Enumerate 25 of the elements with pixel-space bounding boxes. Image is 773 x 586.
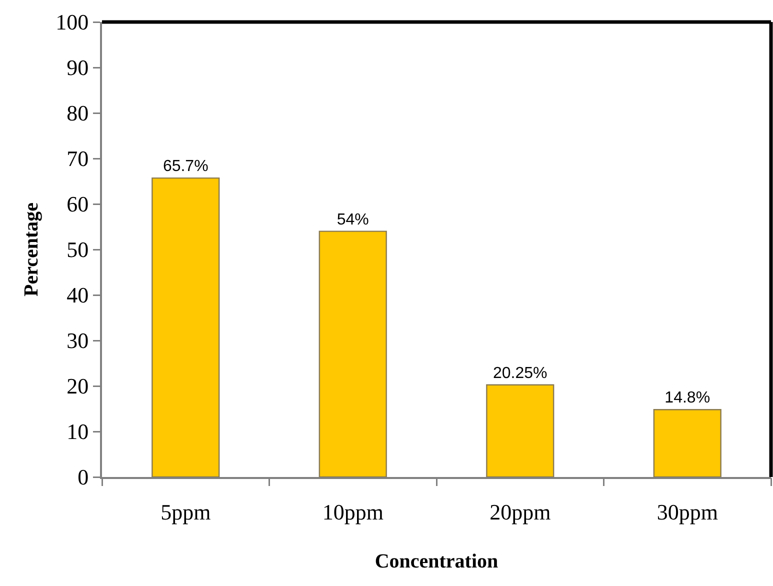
y-axis-title: Percentage (20, 202, 43, 297)
x-tick-label: 30ppm (656, 499, 718, 524)
x-axis-title: Concentration (374, 550, 498, 572)
y-tick-label: 20 (66, 374, 89, 399)
y-tick-label: 90 (66, 55, 89, 80)
y-tick-label: 30 (66, 328, 89, 354)
data-label: 14.8% (664, 390, 710, 407)
y-tick-label: 40 (66, 282, 89, 308)
x-tick-label: 10ppm (322, 499, 384, 524)
data-label: 20.25% (492, 364, 548, 382)
x-tick-label: 20ppm (490, 499, 551, 524)
y-tick-label: 100 (56, 10, 89, 35)
bar (152, 177, 220, 477)
y-tick-label: 60 (66, 192, 89, 217)
bar (486, 384, 554, 477)
y-tick-label: 50 (66, 237, 89, 262)
bar (653, 409, 722, 477)
y-tick-label: 70 (66, 146, 89, 172)
y-tick-label: 0 (78, 464, 89, 490)
y-tick-label: 10 (66, 419, 89, 444)
bar (318, 230, 387, 477)
data-label: 65.7% (162, 158, 208, 176)
x-tick-label: 5ppm (160, 499, 211, 524)
y-tick-label: 80 (66, 100, 89, 126)
data-label: 54% (336, 211, 369, 228)
